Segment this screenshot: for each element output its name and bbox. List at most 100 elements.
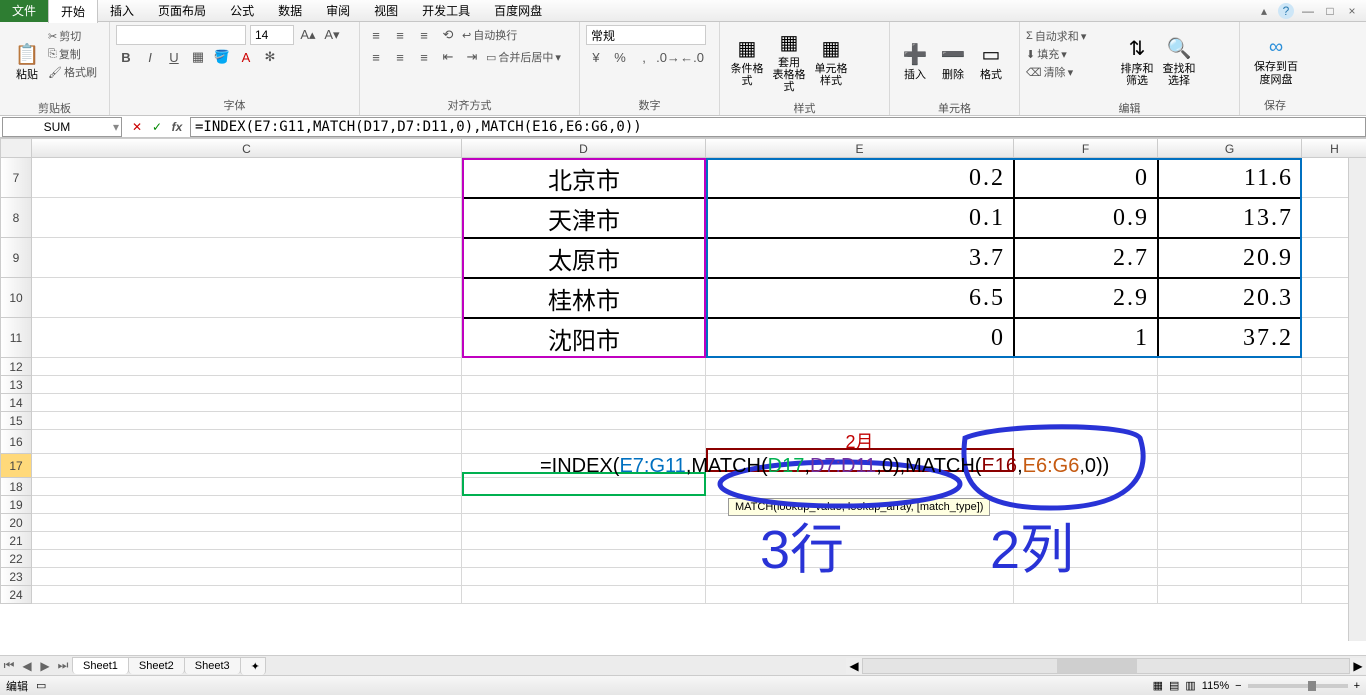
cell-E18[interactable] (706, 478, 1014, 496)
formula-input[interactable]: =INDEX(E7:G11,MATCH(D17,D7:D11,0),MATCH(… (190, 117, 1366, 137)
row-header-13[interactable]: 13 (0, 376, 32, 394)
cell-F11[interactable]: 1 (1014, 318, 1158, 358)
sheet-nav-first-icon[interactable]: ⏮ (0, 657, 18, 675)
zoom-in-icon[interactable]: + (1354, 680, 1360, 692)
cell-E16[interactable]: 2月 (706, 430, 1014, 454)
cell-F18[interactable] (1014, 478, 1158, 496)
row-header-23[interactable]: 23 (0, 568, 32, 586)
menu-tab-view[interactable]: 视图 (362, 0, 410, 22)
cell-G22[interactable] (1158, 550, 1302, 568)
dec-decimal-icon[interactable]: ←.0 (682, 47, 702, 67)
format-painter-button[interactable]: 🖌格式刷 (48, 64, 97, 80)
cut-button[interactable]: ✂剪切 (48, 28, 97, 44)
accept-formula-icon[interactable]: ✓ (148, 118, 166, 136)
menu-tab-data[interactable]: 数据 (266, 0, 314, 22)
row-header-21[interactable]: 21 (0, 532, 32, 550)
vertical-scrollbar[interactable] (1348, 158, 1366, 641)
row-header-15[interactable]: 15 (0, 412, 32, 430)
cell-G20[interactable] (1158, 514, 1302, 532)
cell-G14[interactable] (1158, 394, 1302, 412)
grid[interactable]: 北京市0.2011.6天津市0.10.913.7太原市3.72.720.9桂林市… (32, 158, 1366, 604)
zoom-out-icon[interactable]: − (1235, 680, 1241, 692)
baidu-save-button[interactable]: ∞ 保存到百 度网盘 (1246, 24, 1306, 95)
cell-G21[interactable] (1158, 532, 1302, 550)
hscroll-left-icon[interactable]: ◀ (846, 659, 862, 673)
font-size-combo[interactable]: 14 (250, 25, 294, 45)
view-normal-icon[interactable]: ▦ (1153, 679, 1163, 692)
row-header-14[interactable]: 14 (0, 394, 32, 412)
cell-F20[interactable] (1014, 514, 1158, 532)
row-header-16[interactable]: 16 (0, 430, 32, 454)
menu-tab-insert[interactable]: 插入 (98, 0, 146, 22)
sheet-tab-1[interactable]: Sheet1 (72, 657, 129, 674)
zoom-value[interactable]: 115% (1202, 680, 1229, 692)
minimize-icon[interactable]: — (1300, 3, 1316, 19)
grow-font-icon[interactable]: A▴ (298, 25, 318, 45)
hscroll-right-icon[interactable]: ▶ (1350, 659, 1366, 673)
cell-C21[interactable] (32, 532, 462, 550)
cell-D21[interactable] (462, 532, 706, 550)
row-header-10[interactable]: 10 (0, 278, 32, 318)
row-header-24[interactable]: 24 (0, 586, 32, 604)
row-header-19[interactable]: 19 (0, 496, 32, 514)
indent-dec-icon[interactable]: ⇤ (438, 47, 458, 67)
cell-F10[interactable]: 2.9 (1014, 278, 1158, 318)
cell-C23[interactable] (32, 568, 462, 586)
cell-G8[interactable]: 13.7 (1158, 198, 1302, 238)
insert-cells-button[interactable]: ➕插入 (896, 24, 934, 98)
cell-G18[interactable] (1158, 478, 1302, 496)
cell-D22[interactable] (462, 550, 706, 568)
name-box-dropdown-icon[interactable]: ▾ (111, 120, 121, 134)
sheet-tab-3[interactable]: Sheet3 (184, 657, 241, 674)
cell-F19[interactable] (1014, 496, 1158, 514)
cell-D8[interactable]: 天津市 (462, 198, 706, 238)
row-header-9[interactable]: 9 (0, 238, 32, 278)
clear-button[interactable]: ⌫清除▾ (1026, 64, 1116, 80)
cancel-formula-icon[interactable]: ✕ (128, 118, 146, 136)
col-header-c[interactable]: C (32, 138, 462, 158)
cell-C15[interactable] (32, 412, 462, 430)
cell-C24[interactable] (32, 586, 462, 604)
wrap-text-button[interactable]: ↩自动换行 (462, 27, 517, 43)
cell-G11[interactable]: 37.2 (1158, 318, 1302, 358)
cell-F14[interactable] (1014, 394, 1158, 412)
cell-F23[interactable] (1014, 568, 1158, 586)
merge-button[interactable]: ▭合并后居中▾ (486, 49, 561, 65)
menu-tab-review[interactable]: 审阅 (314, 0, 362, 22)
cell-E20[interactable] (706, 514, 1014, 532)
name-box[interactable]: ▾ (2, 117, 122, 137)
cell-C16[interactable] (32, 430, 462, 454)
name-box-input[interactable] (3, 120, 111, 134)
align-top-icon[interactable]: ≡ (366, 25, 386, 45)
cell-E10[interactable]: 6.5 (706, 278, 1014, 318)
align-left-icon[interactable]: ≡ (366, 47, 386, 67)
cell-D23[interactable] (462, 568, 706, 586)
cell-e17-formula[interactable]: =INDEX(E7:G11,MATCH(D17,D7:D11,0),MATCH(… (540, 454, 1109, 478)
row-header-22[interactable]: 22 (0, 550, 32, 568)
cell-E9[interactable]: 3.7 (706, 238, 1014, 278)
sheet-tab-new[interactable]: ✦ (240, 657, 266, 675)
cell-G9[interactable]: 20.9 (1158, 238, 1302, 278)
cell-D19[interactable] (462, 496, 706, 514)
status-macro-icon[interactable]: ▭ (36, 679, 46, 692)
sheet-nav-prev-icon[interactable]: ◀ (18, 657, 36, 675)
border-button[interactable]: ▦ (188, 47, 208, 67)
cell-F13[interactable] (1014, 376, 1158, 394)
cell-C19[interactable] (32, 496, 462, 514)
ribbon-collapse-icon[interactable]: ▴ (1256, 3, 1272, 19)
cell-E23[interactable] (706, 568, 1014, 586)
maximize-icon[interactable]: □ (1322, 3, 1338, 19)
cell-D18[interactable] (462, 478, 706, 496)
sheet-tab-2[interactable]: Sheet2 (128, 657, 185, 674)
orientation-icon[interactable]: ⟲ (438, 25, 458, 45)
sheet-nav-next-icon[interactable]: ▶ (36, 657, 54, 675)
cell-C20[interactable] (32, 514, 462, 532)
cell-G13[interactable] (1158, 376, 1302, 394)
cell-D7[interactable]: 北京市 (462, 158, 706, 198)
cell-E24[interactable] (706, 586, 1014, 604)
cell-D24[interactable] (462, 586, 706, 604)
cell-F22[interactable] (1014, 550, 1158, 568)
row-header-20[interactable]: 20 (0, 514, 32, 532)
conditional-formatting-button[interactable]: ▦条件格式 (726, 24, 768, 98)
cell-C8[interactable] (32, 198, 462, 238)
